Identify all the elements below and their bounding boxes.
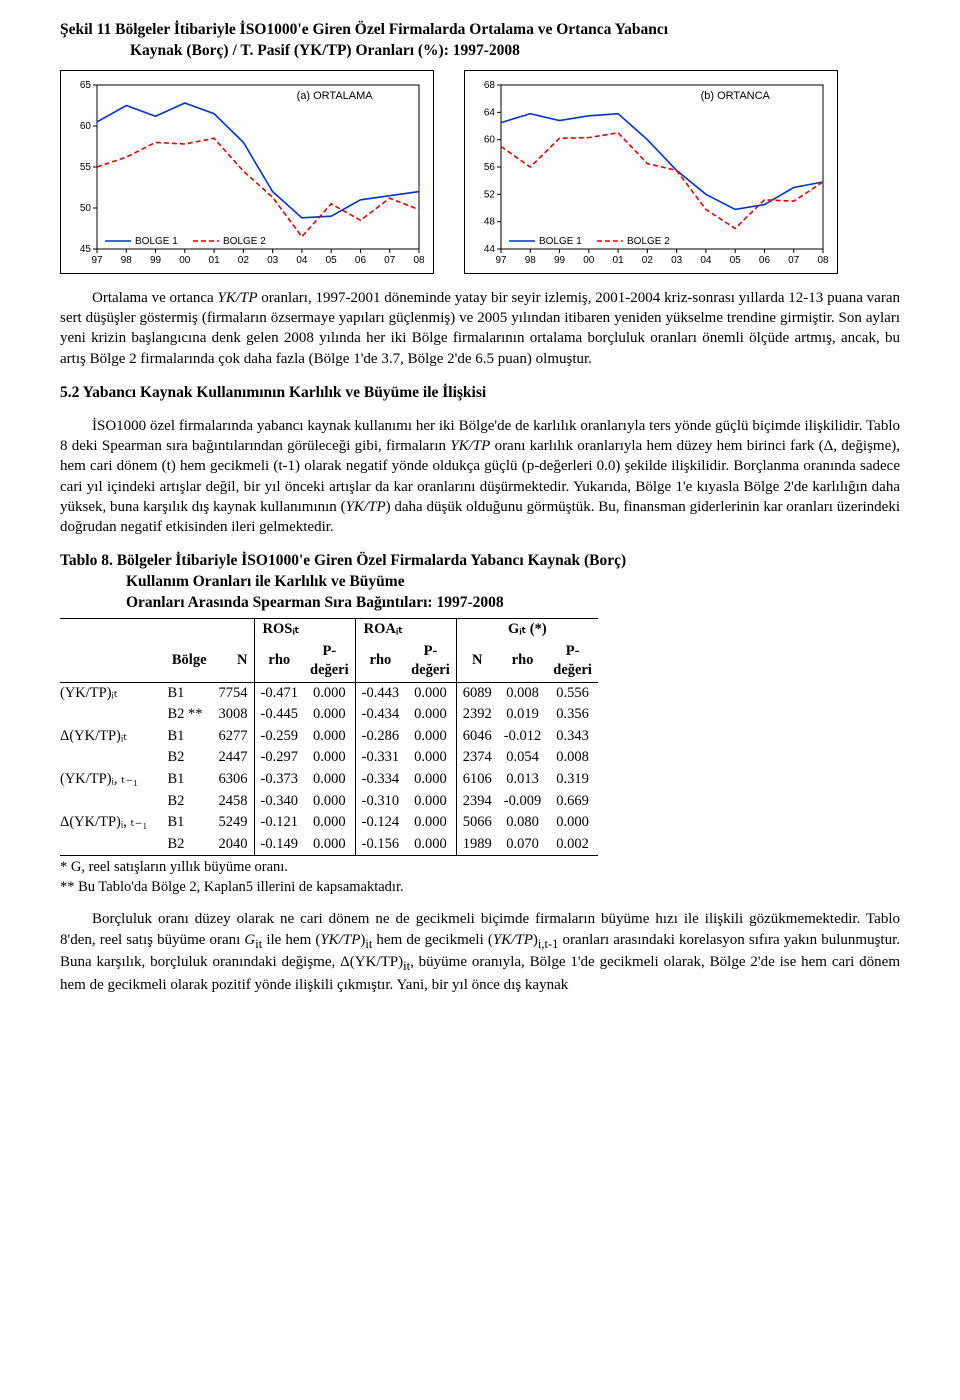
svg-text:04: 04 (296, 255, 308, 266)
spearman-table: ROSᵢₜ ROAᵢₜ Gᵢₜ (*) Bölge N rho P-değeri… (60, 618, 598, 856)
svg-text:BOLGE 2: BOLGE 2 (223, 236, 266, 247)
table-title-line3: Oranları Arasında Spearman Sıra Bağıntıl… (60, 593, 900, 614)
th-g: Gᵢₜ (*) (456, 619, 598, 641)
th-roa-rho: rho (355, 641, 405, 683)
th-ros: ROSᵢₜ (254, 619, 355, 641)
table-row: (YK/TP)ᵢₜB17754-0.4710.000-0.4430.000608… (60, 682, 598, 704)
svg-text:06: 06 (355, 255, 367, 266)
svg-text:68: 68 (484, 80, 496, 91)
chart-a: 45 50 55 60 65 97 98 99 00 01 02 03 04 05 06 07 08 (a) OR… (60, 70, 434, 274)
svg-text:02: 02 (238, 255, 250, 266)
th-ros-p: P-değeri (304, 641, 355, 683)
svg-text:60: 60 (80, 121, 92, 132)
svg-text:05: 05 (326, 255, 338, 266)
svg-text:56: 56 (484, 162, 496, 173)
svg-text:05: 05 (730, 255, 742, 266)
svg-text:BOLGE 1: BOLGE 1 (539, 236, 582, 247)
svg-text:00: 00 (179, 255, 191, 266)
svg-text:07: 07 (384, 255, 396, 266)
svg-text:97: 97 (495, 255, 507, 266)
table-row: B22447-0.2970.000-0.3310.00023740.0540.0… (60, 747, 598, 769)
svg-text:03: 03 (671, 255, 683, 266)
chart-b: 44 48 52 56 60 64 68 97 98 99 00 01 02 03 04 05 06 07 08 (b… (464, 70, 838, 274)
svg-text:99: 99 (150, 255, 162, 266)
th-g-p: P-değeri (547, 641, 598, 683)
chart-a-svg: 45 50 55 60 65 97 98 99 00 01 02 03 04 05 06 07 08 (a) OR… (67, 77, 427, 267)
table-row: B22040-0.1490.000-0.1560.00019890.0700.0… (60, 834, 598, 856)
svg-text:06: 06 (759, 255, 771, 266)
svg-text:BOLGE 2: BOLGE 2 (627, 236, 670, 247)
svg-text:04: 04 (700, 255, 712, 266)
table-footnotes: * G, reel satışların yıllık büyüme oranı… (60, 858, 900, 897)
svg-text:(b) ORTANCA: (b) ORTANCA (701, 90, 771, 102)
table-row: B2 **3008-0.4450.000-0.4340.00023920.019… (60, 704, 598, 726)
svg-text:99: 99 (554, 255, 566, 266)
svg-text:02: 02 (642, 255, 654, 266)
footnote-1: * G, reel satışların yıllık büyüme oranı… (60, 858, 900, 878)
svg-text:BOLGE 1: BOLGE 1 (135, 236, 178, 247)
svg-text:08: 08 (413, 255, 425, 266)
table-row: Δ(YK/TP)ᵢ, ₜ₋₁B15249-0.1210.000-0.1240.0… (60, 812, 598, 834)
svg-text:52: 52 (484, 189, 496, 200)
svg-text:48: 48 (484, 217, 496, 228)
section-heading: 5.2 Yabancı Kaynak Kullanımının Karlılık… (60, 383, 900, 404)
chart-b-svg: 44 48 52 56 60 64 68 97 98 99 00 01 02 03 04 05 06 07 08 (b… (471, 77, 831, 267)
th-bolge: Bölge (161, 641, 212, 683)
th-roa: ROAᵢₜ (355, 619, 456, 641)
paragraph-2: İSO1000 özel firmalarında yabancı kaynak… (60, 416, 900, 538)
svg-text:65: 65 (80, 80, 92, 91)
th-roa-p: P-değeri (405, 641, 456, 683)
figure-title: Şekil 11 Bölgeler İtibariyle İSO1000'e G… (60, 20, 900, 62)
svg-text:98: 98 (121, 255, 133, 266)
th-ros-rho: rho (254, 641, 304, 683)
svg-text:50: 50 (80, 203, 92, 214)
svg-text:07: 07 (788, 255, 800, 266)
th-n: N (213, 641, 255, 683)
svg-text:55: 55 (80, 162, 92, 173)
table-title-line1: Tablo 8. Bölgeler İtibariyle İSO1000'e G… (60, 552, 626, 569)
charts-container: 45 50 55 60 65 97 98 99 00 01 02 03 04 05 06 07 08 (a) OR… (60, 70, 900, 274)
table-title: Tablo 8. Bölgeler İtibariyle İSO1000'e G… (60, 551, 900, 614)
svg-text:60: 60 (484, 135, 496, 146)
svg-text:97: 97 (91, 255, 103, 266)
svg-text:44: 44 (484, 244, 496, 255)
th-g-n: N (456, 641, 498, 683)
figure-title-line2: Kaynak (Borç) / T. Pasif (YK/TP) Oranlar… (60, 41, 900, 62)
svg-text:45: 45 (80, 244, 92, 255)
footnote-2: ** Bu Tablo'da Bölge 2, Kaplan5 illerini… (60, 878, 900, 898)
paragraph-3: Borçluluk oranı düzey olarak ne cari dön… (60, 909, 900, 995)
table-row: Δ(YK/TP)ᵢₜB16277-0.2590.000-0.2860.00060… (60, 726, 598, 748)
th-g-rho: rho (498, 641, 547, 683)
svg-text:03: 03 (267, 255, 279, 266)
table-row: B22458-0.3400.000-0.3100.0002394-0.0090.… (60, 791, 598, 813)
table-row: (YK/TP)ᵢ, ₜ₋₁B16306-0.3730.000-0.3340.00… (60, 769, 598, 791)
table-title-line2: Kullanım Oranları ile Karlılık ve Büyüme (60, 572, 900, 593)
svg-text:08: 08 (817, 255, 829, 266)
svg-text:98: 98 (525, 255, 537, 266)
svg-text:(a) ORTALAMA: (a) ORTALAMA (297, 90, 374, 102)
svg-text:01: 01 (613, 255, 625, 266)
paragraph-1: Ortalama ve ortanca YK/TP oranları, 1997… (60, 288, 900, 369)
svg-text:64: 64 (484, 107, 496, 118)
svg-text:00: 00 (583, 255, 595, 266)
figure-title-line1: Şekil 11 Bölgeler İtibariyle İSO1000'e G… (60, 21, 668, 38)
svg-text:01: 01 (209, 255, 221, 266)
